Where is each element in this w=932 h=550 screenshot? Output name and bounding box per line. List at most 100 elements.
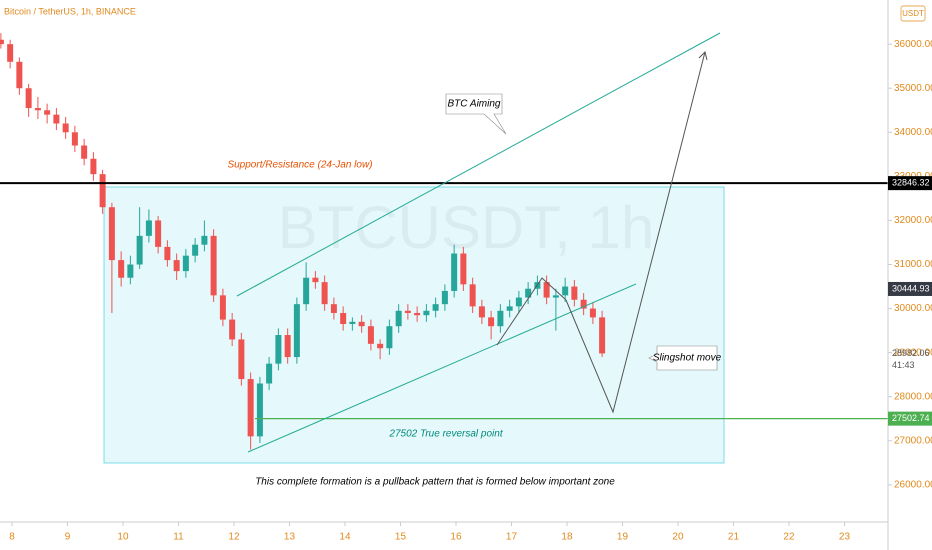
candle-body bbox=[562, 286, 569, 296]
x-tick-label: 16 bbox=[450, 532, 462, 543]
x-tick-label: 20 bbox=[672, 532, 684, 543]
x-tick-label: 18 bbox=[561, 532, 573, 543]
candle-body bbox=[44, 110, 51, 115]
candle-body bbox=[358, 321, 365, 327]
candle-body bbox=[173, 260, 180, 272]
x-tick-label: 8 bbox=[9, 532, 15, 543]
level-label: 32846.32 bbox=[892, 178, 930, 188]
candle-body bbox=[293, 304, 300, 358]
y-tick-label: 29000.00 bbox=[894, 347, 932, 358]
candle-body bbox=[432, 304, 439, 311]
candle-body bbox=[118, 260, 125, 278]
x-tick-label: 11 bbox=[173, 532, 184, 543]
candle-body bbox=[25, 88, 32, 109]
candle-body bbox=[0, 39, 4, 45]
last-price-label: 28982.06 bbox=[892, 348, 930, 358]
candle-body bbox=[395, 310, 402, 327]
candle-body bbox=[145, 220, 152, 236]
candle-body bbox=[99, 174, 106, 208]
y-tick-label: 34000.00 bbox=[894, 127, 932, 138]
candle-body bbox=[469, 284, 476, 307]
level-label-bg bbox=[888, 176, 932, 191]
candle-body bbox=[210, 235, 217, 296]
candle-body bbox=[303, 277, 310, 305]
candle-body bbox=[16, 61, 23, 89]
y-tick-label: 32000.00 bbox=[894, 215, 932, 226]
candle-body bbox=[219, 295, 226, 320]
annotation: This complete formation is a pullback pa… bbox=[255, 477, 615, 488]
candle-body bbox=[488, 317, 495, 327]
x-tick-label: 9 bbox=[65, 532, 71, 543]
x-tick-label: 13 bbox=[284, 532, 296, 543]
candle-body bbox=[386, 326, 393, 349]
annotation: 27502 True reversal point bbox=[388, 429, 503, 440]
level-label: 30444.93 bbox=[892, 283, 930, 293]
y-tick-label: 26000.00 bbox=[894, 479, 932, 490]
candle-body bbox=[81, 145, 88, 159]
candle-body bbox=[552, 295, 559, 298]
candle-body bbox=[330, 304, 337, 313]
candle-body bbox=[136, 235, 143, 265]
candle-body bbox=[451, 253, 458, 291]
candle-body bbox=[460, 253, 467, 285]
level-label-bg bbox=[888, 281, 932, 296]
candle-body bbox=[497, 310, 504, 327]
countdown: 41:43 bbox=[892, 360, 915, 370]
x-tick-label: 23 bbox=[839, 532, 851, 543]
x-tick-label: 21 bbox=[728, 532, 740, 543]
candle-body bbox=[312, 277, 319, 283]
candle-body bbox=[441, 290, 448, 305]
chart-title: Bitcoin / TetherUS, 1h, BINANCE bbox=[4, 6, 136, 16]
candle-body bbox=[201, 235, 208, 245]
candle-body bbox=[127, 264, 134, 278]
callout bbox=[648, 345, 718, 371]
candle-body bbox=[275, 335, 282, 364]
candle-body bbox=[580, 299, 587, 309]
candle-body bbox=[238, 339, 245, 380]
currency: USDT bbox=[902, 9, 924, 18]
candle-body bbox=[377, 343, 384, 349]
candle-body bbox=[71, 132, 78, 146]
level-label: 27502.74 bbox=[892, 413, 930, 423]
candle-body bbox=[284, 335, 291, 358]
callout-text: Slingshot move bbox=[653, 353, 722, 364]
callout-text: BTC Aiming bbox=[448, 99, 501, 110]
y-tick-label: 28000.00 bbox=[894, 391, 932, 402]
channel-upper bbox=[236, 32, 721, 297]
y-tick-label: 27000.00 bbox=[894, 435, 932, 446]
arrow-head bbox=[698, 51, 708, 61]
path-arrow bbox=[565, 51, 706, 414]
pattern-box bbox=[103, 186, 725, 464]
path-arrow bbox=[496, 277, 567, 346]
candle-body bbox=[7, 44, 14, 62]
candle-body bbox=[404, 310, 411, 313]
candle-body bbox=[340, 312, 347, 324]
candle-body bbox=[62, 123, 69, 133]
candle-body bbox=[525, 288, 532, 298]
candle-body bbox=[506, 306, 513, 311]
candle-body bbox=[349, 321, 356, 324]
candle-body bbox=[182, 255, 189, 272]
x-tick-label: 15 bbox=[395, 532, 407, 543]
candle-body bbox=[589, 308, 596, 318]
candle-body bbox=[543, 282, 550, 298]
y-tick-label: 31000.00 bbox=[894, 259, 932, 270]
candle-body bbox=[164, 246, 171, 261]
candle-body bbox=[34, 108, 41, 111]
level-label-bg bbox=[888, 411, 932, 426]
watermark: BTCUSDT, 1h bbox=[278, 194, 655, 261]
x-tick-label: 14 bbox=[339, 532, 351, 543]
candle-body bbox=[108, 207, 115, 261]
x-tick-label: 12 bbox=[228, 532, 240, 543]
x-tick-label: 17 bbox=[506, 532, 518, 543]
candle-body bbox=[367, 326, 374, 344]
candle-body bbox=[90, 158, 97, 175]
y-tick-label: 36000.00 bbox=[894, 39, 932, 50]
candle-body bbox=[599, 317, 606, 354]
candle-body bbox=[53, 114, 60, 124]
y-tick-label: 30000.00 bbox=[894, 303, 932, 314]
currency-badge[interactable] bbox=[900, 5, 926, 22]
callout bbox=[445, 93, 507, 135]
